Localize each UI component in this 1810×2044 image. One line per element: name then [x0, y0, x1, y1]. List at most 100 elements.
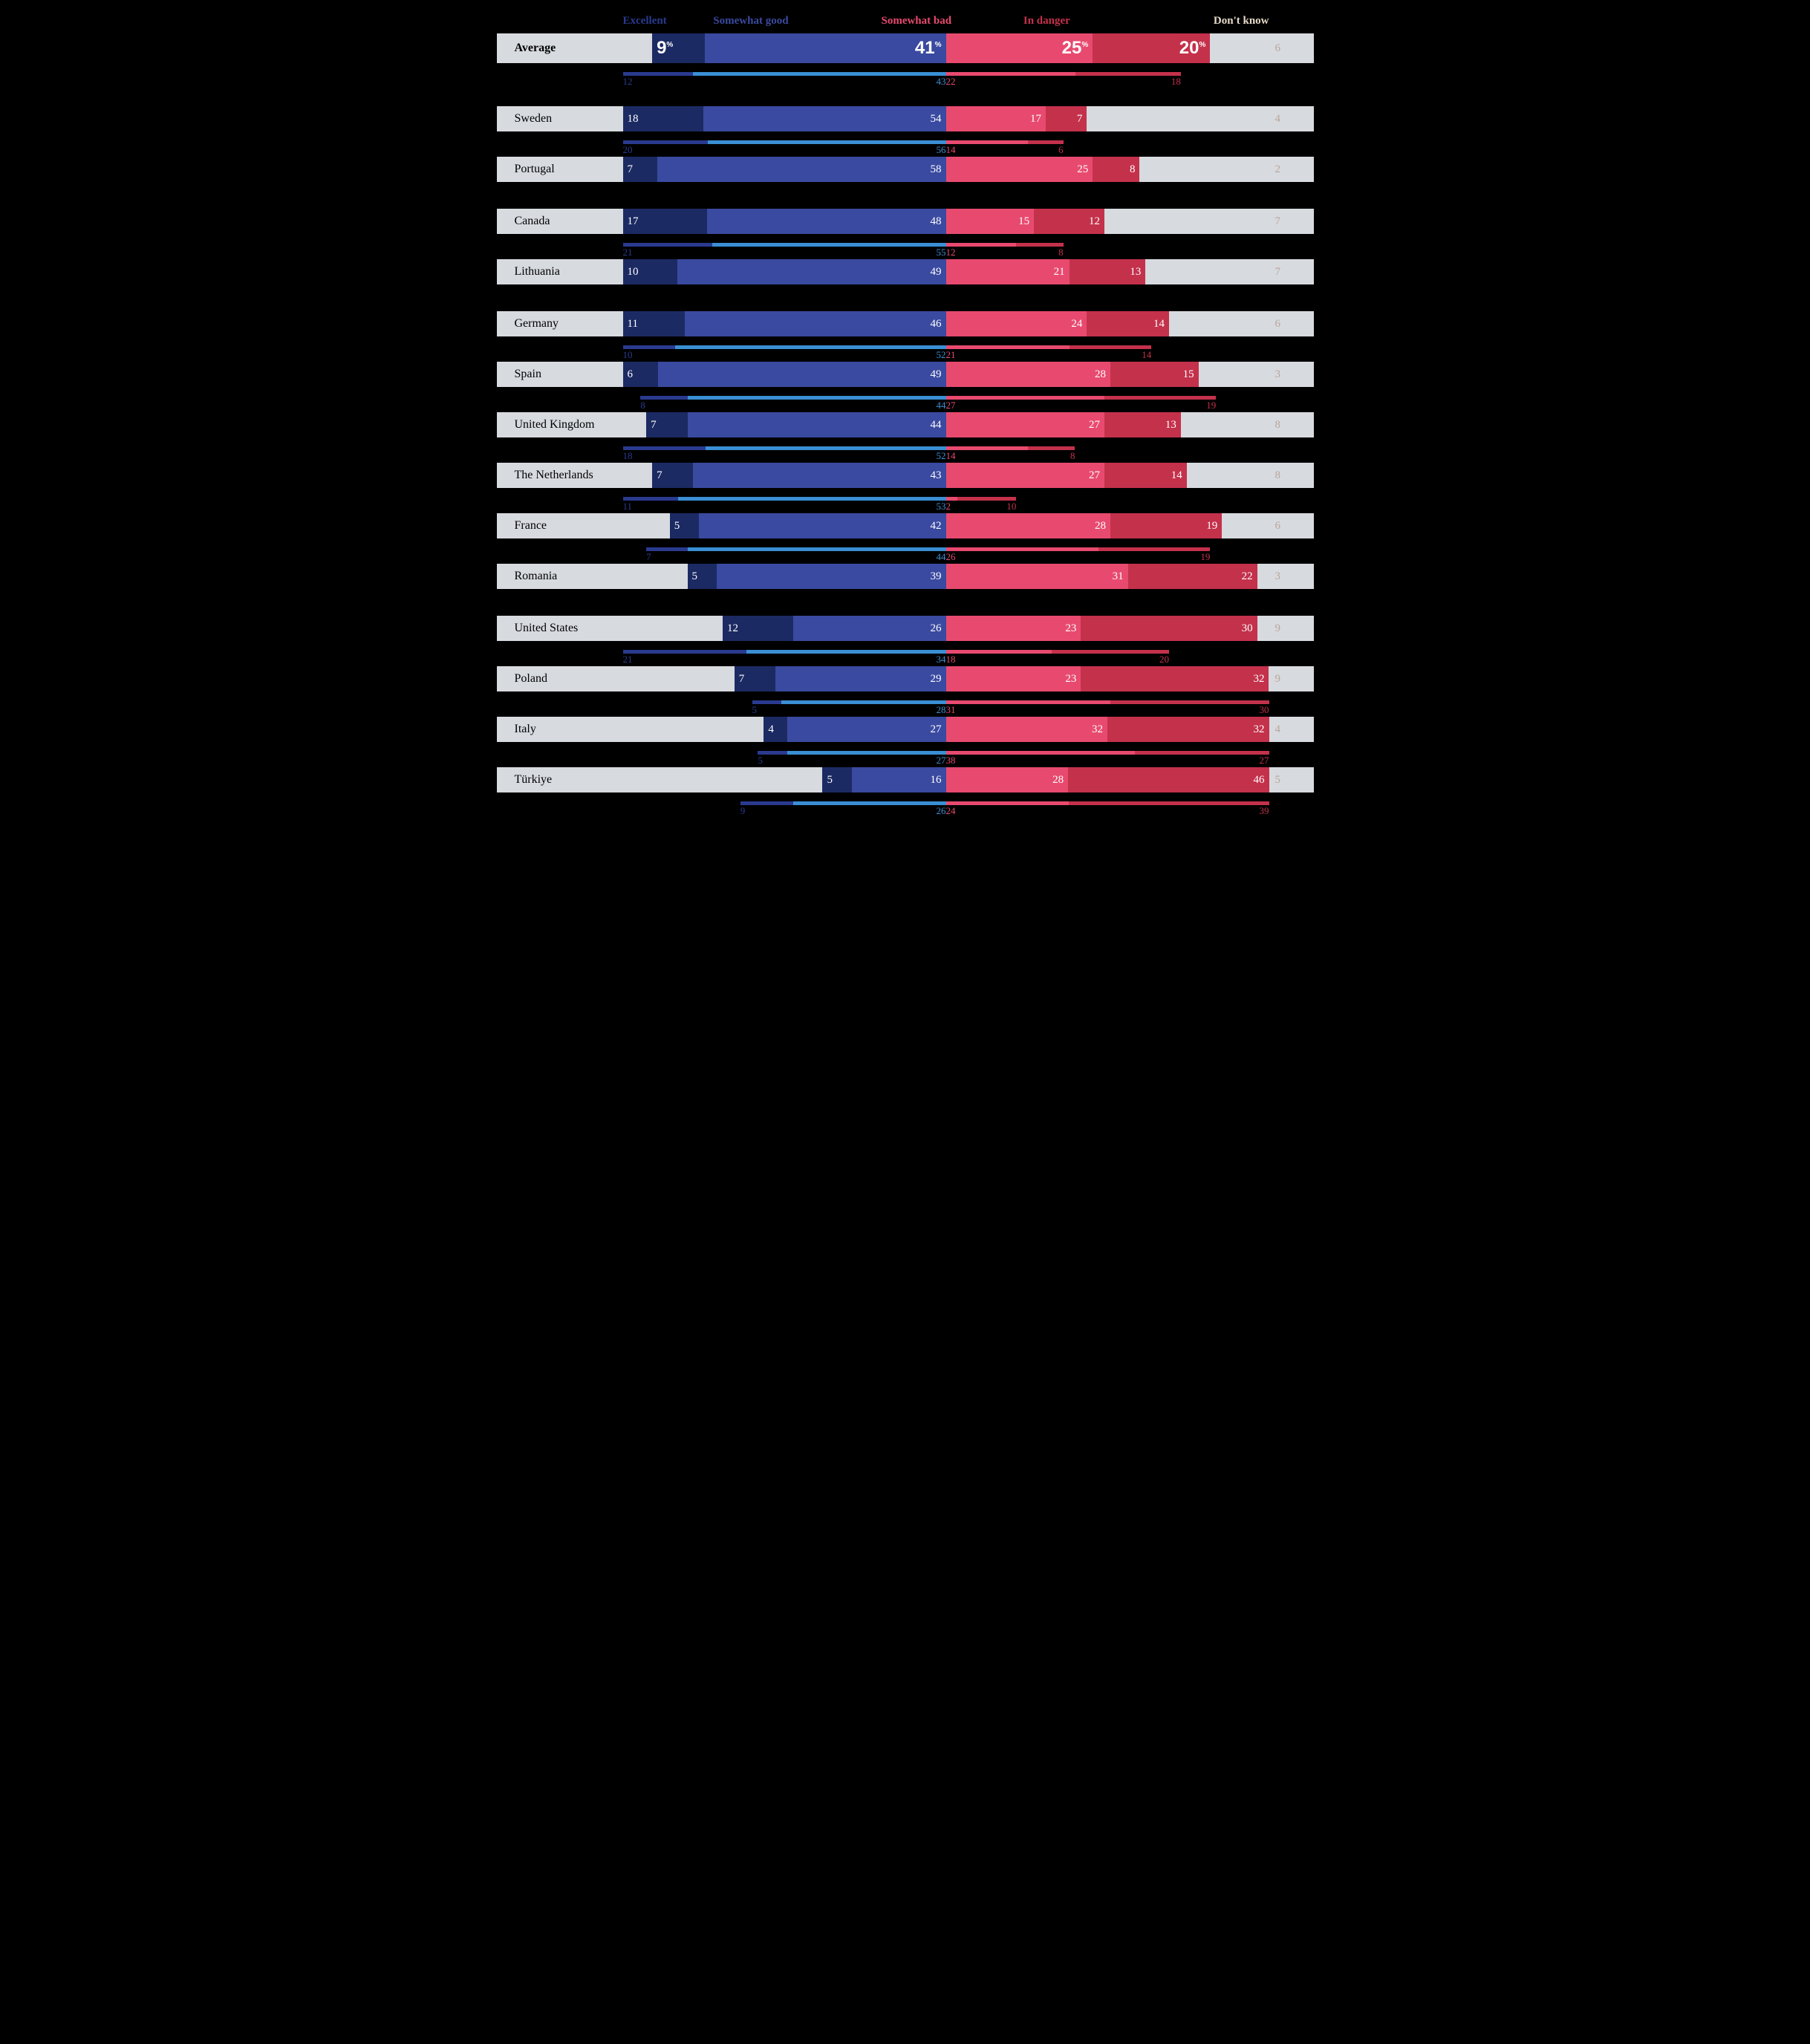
dont-know-value: 6	[1269, 513, 1314, 538]
main-bar-row: United Kingdom74427138	[497, 412, 1314, 437]
comparison-bar-row: 8442719	[497, 388, 1314, 403]
bar-danger: 13	[1104, 412, 1181, 437]
bar-bad: 17	[946, 106, 1046, 131]
bar-danger: 22	[1128, 564, 1257, 589]
bar-danger: 20%	[1093, 33, 1210, 63]
bar-bad: 25%	[946, 33, 1093, 63]
bar-excellent: 7	[623, 157, 658, 182]
row-label: Poland	[497, 666, 623, 691]
legend-danger: In danger	[1023, 15, 1153, 27]
comparison-segment: 21	[623, 650, 746, 654]
bar-excellent: 11	[623, 311, 686, 336]
main-bar-row: Canada174815127	[497, 209, 1314, 234]
bar-zone: 10492113	[623, 259, 1269, 284]
main-bar-row: Germany114624146	[497, 311, 1314, 336]
comparison-segment: 21	[946, 345, 1070, 349]
comparison-segment: 43	[693, 72, 945, 76]
comparison-segment: 27	[946, 396, 1105, 400]
bar-good: 49	[677, 259, 945, 284]
bar-bad: 28	[946, 362, 1110, 387]
chart-row: Sweden185417742056146	[497, 106, 1314, 148]
bar-bad: 23	[946, 666, 1081, 691]
row-label: Average	[497, 33, 623, 63]
comparison-segment: 14	[1070, 345, 1152, 349]
comparison-segment: 20	[623, 140, 708, 144]
bar-danger: 15	[1110, 362, 1199, 387]
bar-bad: 27	[946, 412, 1105, 437]
bar-good: 58	[657, 157, 945, 182]
dont-know-value: 3	[1269, 564, 1314, 589]
chart-row: United States12262330921341820	[497, 616, 1314, 657]
comparison-segment: 26	[946, 547, 1099, 551]
bar-excellent: 4	[764, 717, 787, 742]
bar-excellent: 12	[723, 616, 793, 641]
comparison-bar-row: 21341820	[497, 642, 1314, 657]
bar-good: 29	[775, 666, 945, 691]
chart-row: Germany11462414610522114	[497, 311, 1314, 353]
bar-danger: 46	[1068, 767, 1269, 792]
bar-zone: 17481512	[623, 209, 1269, 234]
row-label: Italy	[497, 717, 623, 742]
bar-danger: 12	[1034, 209, 1104, 234]
comparison-segment: 34	[746, 650, 946, 654]
comparison-segment: 53	[678, 497, 945, 501]
dont-know-value: 9	[1269, 666, 1314, 691]
bar-excellent: 7	[646, 412, 687, 437]
bar-bad: 28	[946, 513, 1110, 538]
bar-zone: 5422819	[623, 513, 1269, 538]
bar-bad: 23	[946, 616, 1081, 641]
comparison-segment: 18	[623, 446, 706, 450]
comparison-segment: 27	[787, 751, 946, 755]
bar-bad: 25	[946, 157, 1093, 182]
comparison-segment: 10	[957, 497, 1016, 501]
bar-zone: 9%41%25%20%	[623, 33, 1269, 63]
chart-row: Italy427323245273827	[497, 717, 1314, 758]
dont-know-value: 4	[1269, 717, 1314, 742]
comparison-segment: 31	[946, 700, 1110, 704]
bar-bad: 21	[946, 259, 1070, 284]
dont-know-value: 7	[1269, 209, 1314, 234]
comparison-segment: 19	[1098, 547, 1210, 551]
dont-know-value: 6	[1269, 33, 1314, 63]
main-bar-row: Poland72923329	[497, 666, 1314, 691]
bar-zone: 4273232	[623, 717, 1269, 742]
legend-dk: Don't know	[1153, 15, 1269, 27]
chart-row: Spain649281538442719	[497, 362, 1314, 403]
bar-good: 39	[717, 564, 945, 589]
comparison-segment: 56	[708, 140, 946, 144]
comparison-segment: 5	[752, 700, 782, 704]
main-bar-row: Romania53931223	[497, 564, 1314, 589]
row-label: Lithuania	[497, 259, 623, 284]
bar-danger: 19	[1110, 513, 1222, 538]
comparison-bar-row: 1852148	[497, 439, 1314, 454]
comparison-segment: 28	[781, 700, 945, 704]
bar-excellent: 5	[688, 564, 717, 589]
chart-row: Portugal7582582	[497, 157, 1314, 182]
comparison-segment: 27	[1135, 751, 1269, 755]
bar-excellent: 10	[623, 259, 678, 284]
comparison-segment: 18	[946, 650, 1052, 654]
row-label: The Netherlands	[497, 463, 623, 488]
diverging-bar-chart: Excellent Somewhat good Somewhat bad In …	[497, 15, 1314, 809]
comparison-segment: 55	[712, 243, 946, 247]
comparison-segment: 44	[688, 396, 946, 400]
main-bar-row: Portugal7582582	[497, 157, 1314, 182]
chart-row: Türkiye516284659262439	[497, 767, 1314, 809]
bar-good: 42	[699, 513, 945, 538]
bar-zone: 12262330	[623, 616, 1269, 641]
comparison-segment: 52	[706, 446, 945, 450]
comparison-segment: 18	[1075, 72, 1181, 76]
comparison-bar-row: 5283130	[497, 693, 1314, 708]
dont-know-value: 7	[1269, 259, 1314, 284]
comparison-segment: 14	[946, 446, 1029, 450]
bar-excellent: 7	[652, 463, 693, 488]
row-label: Sweden	[497, 106, 623, 131]
bar-good: 26	[793, 616, 946, 641]
chart-row: Lithuania104921137	[497, 259, 1314, 284]
bar-zone: 6492815	[623, 362, 1269, 387]
bar-good: 27	[787, 717, 946, 742]
bar-danger: 13	[1070, 259, 1146, 284]
comparison-segment: 39	[1069, 801, 1269, 805]
dont-know-value: 8	[1269, 463, 1314, 488]
main-bar-row: Spain64928153	[497, 362, 1314, 387]
